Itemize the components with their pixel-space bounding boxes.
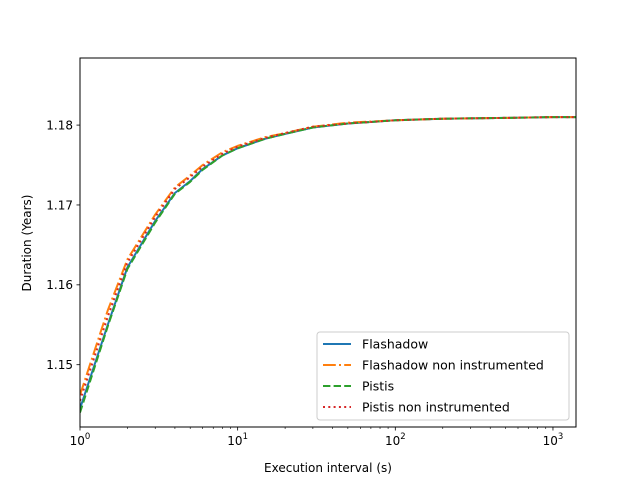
legend-label: Flashadow xyxy=(362,337,428,352)
y-tick-label: 1.17 xyxy=(46,198,73,212)
y-axis-label: Duration (Years) xyxy=(20,195,34,292)
legend: Flashadow Flashadow non instrumented Pisti… xyxy=(316,331,570,421)
y-tick-label: 1.16 xyxy=(46,278,73,292)
legend-label: Flashadow non instrumented xyxy=(362,358,544,373)
axes-frame xyxy=(79,57,577,428)
legend-box xyxy=(316,331,570,421)
series-line-3 xyxy=(80,116,576,413)
axes: 100 101 102 103 1.15 1.16 1.17 1.18 xyxy=(46,57,577,448)
legend-label: Pistis xyxy=(362,379,394,394)
series-line-4 xyxy=(80,116,576,401)
x-axis-label: Execution interval (s) xyxy=(264,461,392,475)
x-tick-label: 100 xyxy=(70,432,91,448)
y-tick-label: 1.15 xyxy=(46,358,73,372)
plot-area xyxy=(80,116,576,413)
x-tick-label: 102 xyxy=(385,432,406,448)
x-tick-label: 101 xyxy=(227,432,248,448)
y-tick-label: 1.18 xyxy=(46,118,73,132)
x-tick-label: 103 xyxy=(543,432,564,448)
legend-label: Pistis non instrumented xyxy=(362,400,510,415)
